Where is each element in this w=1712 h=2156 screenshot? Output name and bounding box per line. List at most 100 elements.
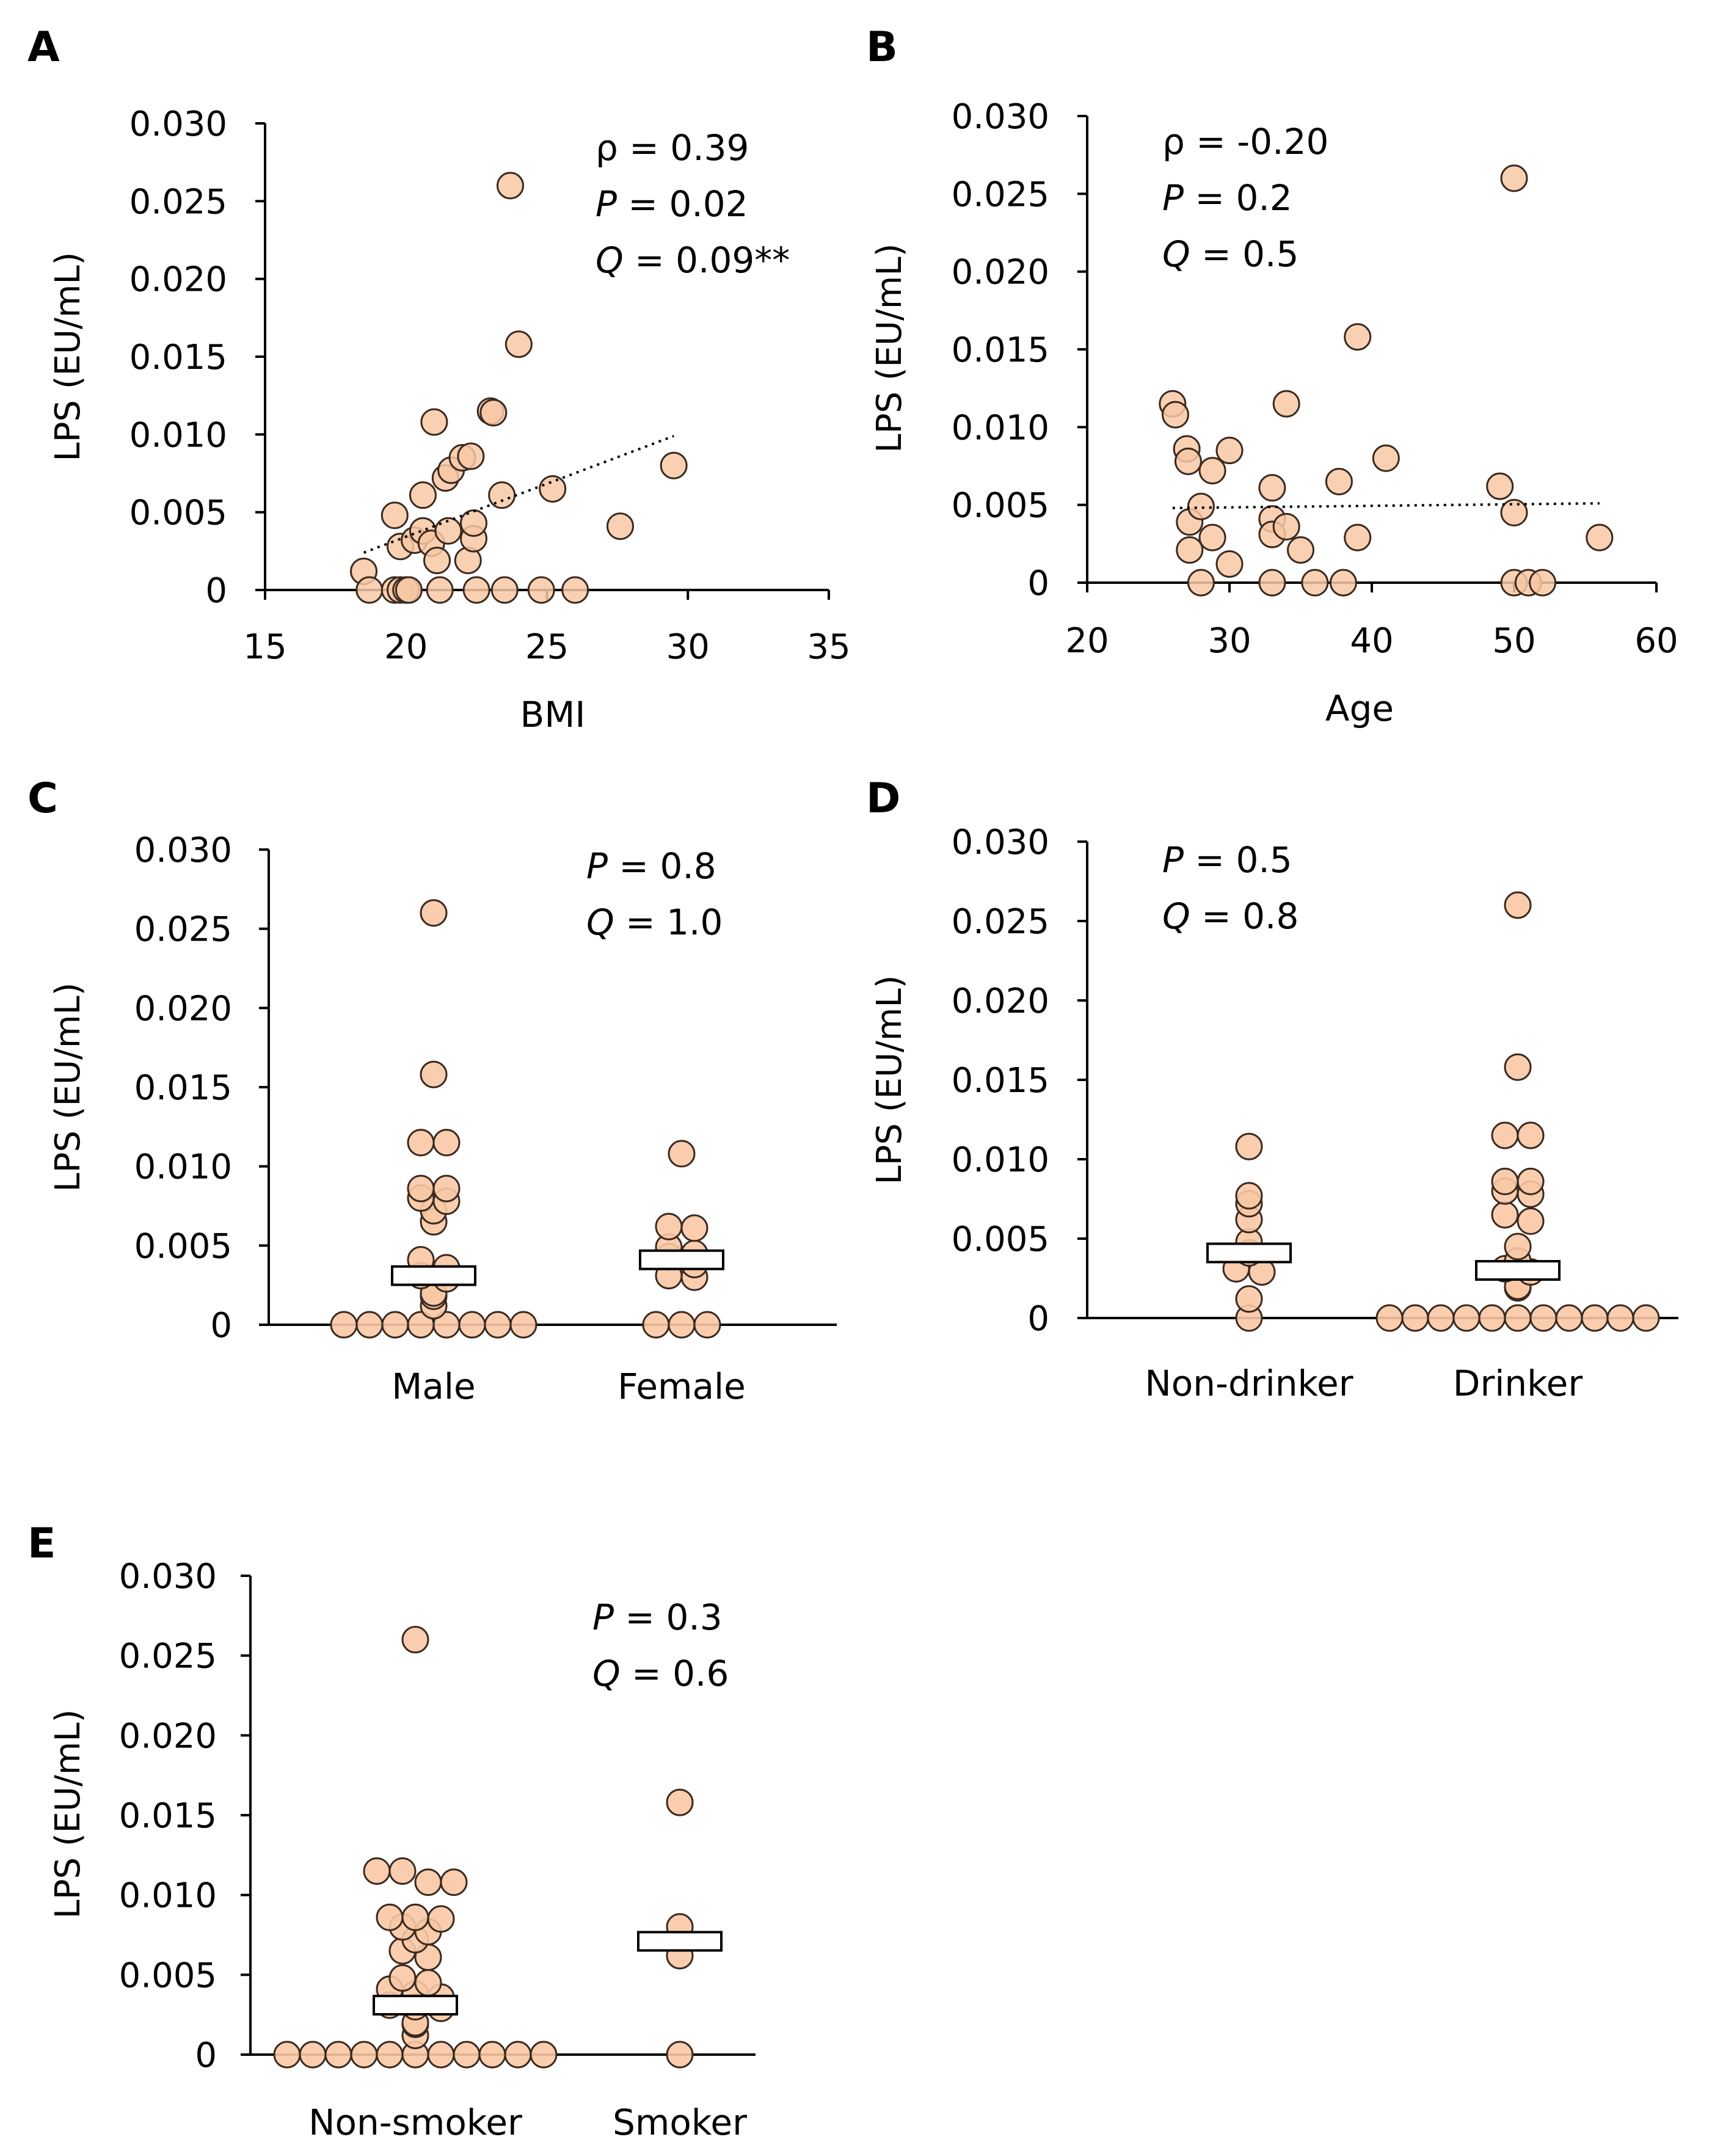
panel-letter: A (27, 23, 60, 71)
data-point (432, 1175, 461, 1203)
stat-annotation-label: Q (586, 901, 614, 943)
stat-annotation-value: = 0.3 (614, 1597, 723, 1638)
y-tick-label: 0.030 (134, 831, 232, 870)
data-point (497, 172, 525, 200)
data-point (355, 1311, 384, 1339)
y-tick-label: 0.020 (129, 260, 227, 300)
y-tick-label: 0.015 (134, 1068, 232, 1108)
data-point (1500, 498, 1528, 526)
data-point (1187, 492, 1215, 520)
data-point (414, 1868, 442, 1896)
data-point (1329, 569, 1357, 597)
data-point (407, 1175, 435, 1203)
category-label: Non-drinker (1145, 1363, 1353, 1404)
y-tick-label: 0.020 (134, 989, 232, 1029)
stat-annotation-label: Q (596, 239, 624, 281)
stat-annotation-value: = 0.2 (1184, 177, 1292, 219)
stat-annotation-label: P (592, 1597, 614, 1638)
y-axis-label: LPS (EU/mL) (870, 244, 909, 453)
panel-c: C 0 0.005 0.010 0.015 0.020 0.025 0.030 LPS (EU/… (27, 774, 837, 1407)
stat-annotation: ρ = 0.39 (596, 127, 749, 169)
x-tick-label: 20 (1065, 621, 1109, 661)
data-point (401, 1626, 429, 1654)
data-point (1504, 891, 1532, 919)
data-point (420, 899, 448, 927)
data-point (426, 576, 454, 604)
data-point (1372, 444, 1400, 472)
data-point (1491, 1121, 1519, 1149)
x-tick-label: 25 (525, 627, 569, 667)
stat-annotation-value: = 0.02 (617, 183, 748, 225)
data-point (1606, 1304, 1634, 1332)
stat-annotation-value: = 0.8 (1190, 895, 1299, 937)
data-point (1287, 536, 1314, 564)
data-point (1235, 1285, 1263, 1313)
data-point (484, 1311, 512, 1339)
y-axis-label: LPS (EU/mL) (48, 252, 88, 462)
panel-letter: E (27, 1520, 56, 1568)
data-point (1478, 1304, 1506, 1332)
stat-annotation: P = 0.5 (1162, 839, 1292, 881)
data-point (1500, 164, 1528, 192)
data-point (1325, 467, 1353, 495)
data-point (1427, 1304, 1455, 1332)
data-point (462, 576, 490, 604)
data-point (530, 2041, 558, 2069)
data-point (427, 2041, 455, 2069)
stat-annotation-label: Q (592, 1653, 621, 1694)
y-tick-label: 0.025 (952, 175, 1049, 214)
data-point (1491, 1201, 1519, 1229)
median-bar (391, 1265, 476, 1286)
y-tick-label: 0.015 (119, 1796, 217, 1836)
median-bar (373, 1994, 458, 2016)
category-label: Smoker (613, 2102, 747, 2143)
y-tick-label: 0.025 (119, 1637, 217, 1677)
median-bar (637, 1931, 723, 1952)
category-label: Drinker (1453, 1363, 1583, 1404)
stat-annotation-value: = 0.8 (608, 845, 716, 887)
y-tick-label: 0.025 (134, 910, 232, 950)
data-point (1161, 401, 1189, 429)
data-point (539, 475, 567, 503)
data-point (655, 1212, 683, 1240)
panel-letter: B (866, 23, 898, 71)
y-tick-label: 0.005 (129, 493, 227, 533)
data-point (395, 576, 423, 604)
data-point (478, 2041, 506, 2069)
x-tick-label: 50 (1492, 621, 1535, 661)
stat-annotation: Q = 0.8 (1162, 895, 1299, 937)
data-point (561, 576, 589, 604)
data-point (407, 1129, 435, 1157)
y-tick-label: 0.015 (952, 1061, 1049, 1101)
x-tick-label: 15 (243, 627, 286, 667)
y-tick-label: 0.025 (129, 182, 227, 222)
data-point (668, 1140, 696, 1168)
y-tick-label: 0.010 (952, 1140, 1049, 1180)
data-point (1517, 1207, 1545, 1235)
data-point (1504, 1053, 1532, 1081)
median-bar (1475, 1260, 1561, 1281)
data-point (409, 481, 437, 509)
y-tick-label: 0.005 (119, 1956, 217, 1995)
data-point (460, 509, 488, 537)
data-point (427, 1905, 455, 1933)
category-label: Female (617, 1366, 746, 1407)
data-point (1215, 437, 1244, 465)
stat-annotation-label: ρ = (596, 127, 670, 169)
data-point (1555, 1304, 1583, 1332)
median-bar (1206, 1242, 1292, 1264)
y-tick-label: 0.005 (952, 486, 1049, 526)
data-point (488, 481, 516, 509)
data-point (1235, 1132, 1263, 1160)
y-tick-label: 0.030 (129, 104, 227, 144)
stat-annotation: Q = 0.6 (592, 1653, 729, 1694)
data-point (693, 1311, 721, 1339)
data-point (668, 1311, 696, 1339)
data-point (434, 517, 462, 545)
y-tick-label: 0.015 (952, 330, 1049, 370)
data-point (273, 2041, 301, 2069)
data-point (363, 1857, 391, 1885)
data-point (666, 1788, 694, 1816)
data-point (1187, 569, 1215, 597)
